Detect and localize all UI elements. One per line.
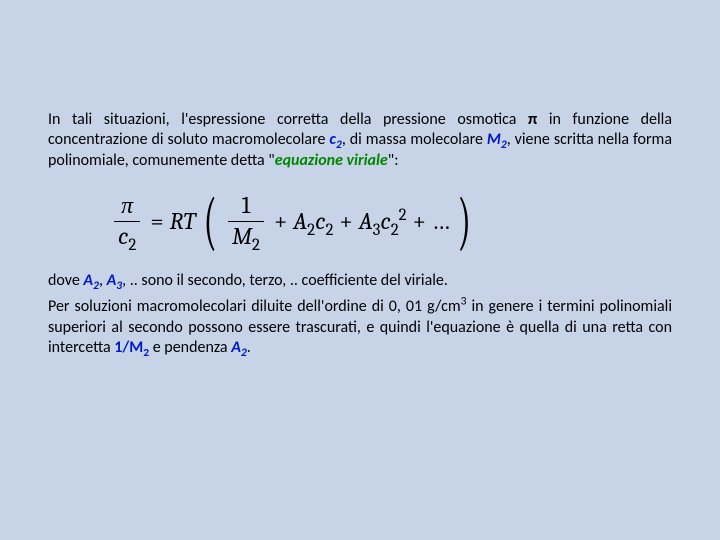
- eq-rparen: ): [456, 202, 472, 240]
- eq-one: 1: [238, 193, 255, 218]
- p1-t5: ":: [388, 151, 399, 170]
- p3-t4: .: [247, 338, 251, 357]
- eq-pi: π: [117, 193, 137, 218]
- p2-a2: A2: [83, 271, 99, 290]
- p2-t1: dove: [48, 271, 83, 290]
- virial-equation: π c2 = RT ( 1 M2 + A2c2 + A3c22 + … ): [110, 193, 672, 248]
- eq-a2c2-v: c: [315, 207, 325, 235]
- eq-a3-v: A: [359, 207, 373, 235]
- eq-a3c2-sq: 2: [399, 206, 407, 225]
- eq-a3c2-v: c: [380, 207, 390, 235]
- p1-t1: In tali situazioni, l'espressione corret…: [48, 110, 528, 129]
- paragraph-3: Per soluzioni macromolecolari diluite de…: [48, 297, 672, 358]
- eq-a2-v: A: [293, 207, 307, 235]
- eq-m2-v: M: [232, 222, 252, 250]
- eq-plus-1: +: [274, 207, 287, 235]
- eq-a2c2-s: 2: [325, 221, 333, 240]
- p3-im-v: 1/M: [114, 338, 143, 357]
- p3-t1: Per soluzioni macromolecolari diluite de…: [48, 297, 461, 316]
- p2-a2-v: A: [83, 271, 93, 290]
- eq-a2-s: 2: [307, 221, 315, 240]
- p3-t3: e pendenza: [149, 338, 231, 357]
- p3-pa-v: A: [231, 338, 241, 357]
- eq-m2-s: 2: [252, 235, 260, 254]
- eq-dots: …: [432, 207, 450, 235]
- p1-t3: , di massa molecolare: [342, 130, 487, 149]
- p2-t3: , .. sono il secondo, terzo, .. coeffici…: [122, 271, 448, 290]
- p1-m2: M2: [487, 130, 507, 149]
- p2-a3-v: A: [107, 271, 117, 290]
- eq-plus-3: +: [413, 207, 426, 235]
- eq-c2-v: c: [118, 222, 128, 250]
- p2-t2: ,: [99, 271, 107, 290]
- equation-block: π c2 = RT ( 1 M2 + A2c2 + A3c22 + … ): [110, 193, 672, 248]
- eq-R: R: [170, 207, 184, 235]
- eq-plus-2: +: [339, 207, 352, 235]
- eq-a3c2-s: 2: [391, 221, 399, 240]
- eq-lparen: (: [202, 202, 218, 240]
- eq-equals: =: [150, 207, 163, 235]
- p1-c2-v: c: [329, 130, 336, 149]
- eq-term-a2c2: A2c2: [293, 207, 333, 235]
- eq-c2-s: 2: [128, 235, 136, 254]
- p1-pi: π: [528, 110, 537, 129]
- p3-intercept: 1/M2: [114, 338, 149, 357]
- eq-m2-den: M2: [228, 224, 264, 249]
- p3-slope: A2: [231, 338, 247, 357]
- p1-eqviriale: equazione viriale: [275, 151, 388, 170]
- paragraph-1: In tali situazioni, l'espressione corret…: [48, 110, 672, 171]
- p1-c2: c2: [329, 130, 341, 149]
- eq-frac-1m2: 1 M2: [228, 193, 264, 248]
- paragraph-2: dove A2, A3, .. sono il secondo, terzo, …: [48, 271, 672, 291]
- eq-T: T: [183, 207, 195, 235]
- eq-term-a3c22: A3c22: [359, 207, 407, 235]
- slide-content: In tali situazioni, l'espressione corret…: [0, 0, 720, 359]
- p2-a3: A3: [107, 271, 123, 290]
- p1-m2-v: M: [487, 130, 501, 149]
- eq-lhs-frac: π c2: [114, 193, 140, 248]
- eq-c2-den: c2: [114, 224, 140, 249]
